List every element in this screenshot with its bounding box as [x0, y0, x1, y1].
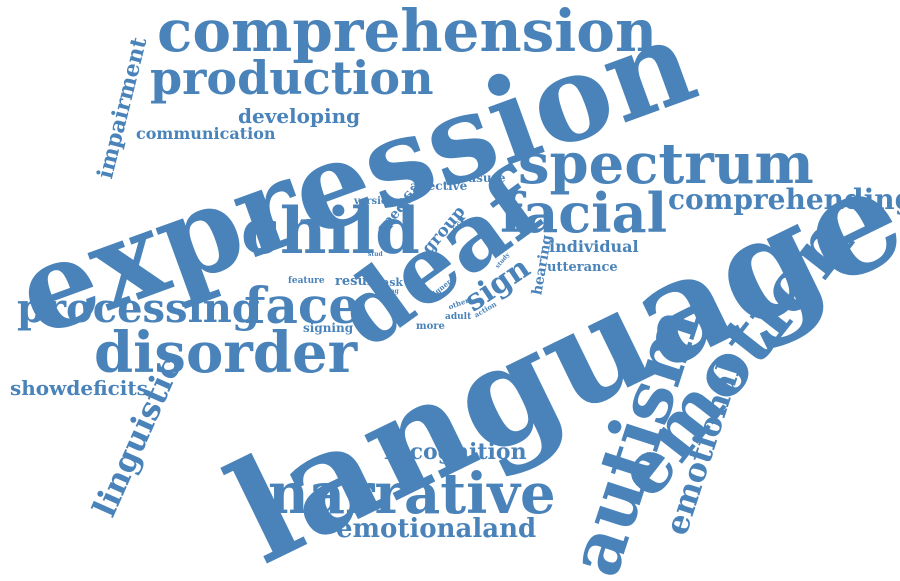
word-recognition: recognition	[384, 439, 527, 465]
word-emotionaland: emotionaland	[336, 514, 537, 544]
word-lang: lang	[384, 288, 399, 295]
word-production: production	[150, 51, 434, 105]
word-individual: individual	[549, 237, 639, 256]
word-comprehension: comprehension	[157, 0, 658, 65]
word-signing: signing	[303, 321, 354, 335]
word-adult: adult	[445, 312, 472, 322]
word-showdeficits: showdeficits	[10, 376, 148, 400]
word-comprehending: comprehending	[668, 183, 900, 216]
word-developing: developing	[238, 104, 361, 128]
word-more: more	[416, 321, 445, 332]
word-spectrum: spectrum	[518, 131, 814, 197]
word-control: control	[300, 217, 337, 227]
word-facial: facial	[500, 181, 668, 245]
word-measure: measure	[448, 171, 506, 185]
word-utterance: utterance	[547, 260, 618, 275]
word-task: task	[377, 276, 404, 289]
word-version: version	[354, 196, 395, 207]
word-impairment: impairment	[92, 34, 153, 182]
word-communication: communication	[136, 124, 276, 143]
word-disorder: disorder	[94, 320, 358, 386]
word-result: result	[335, 274, 378, 289]
word-processing: processing	[17, 285, 260, 332]
word-stud: stud	[368, 251, 383, 258]
word-face: face	[244, 276, 361, 335]
word-feature: feature	[288, 276, 325, 286]
word-child: child	[241, 194, 420, 269]
word-narrative: narrative	[268, 461, 556, 527]
word-affective: affective	[410, 179, 468, 193]
